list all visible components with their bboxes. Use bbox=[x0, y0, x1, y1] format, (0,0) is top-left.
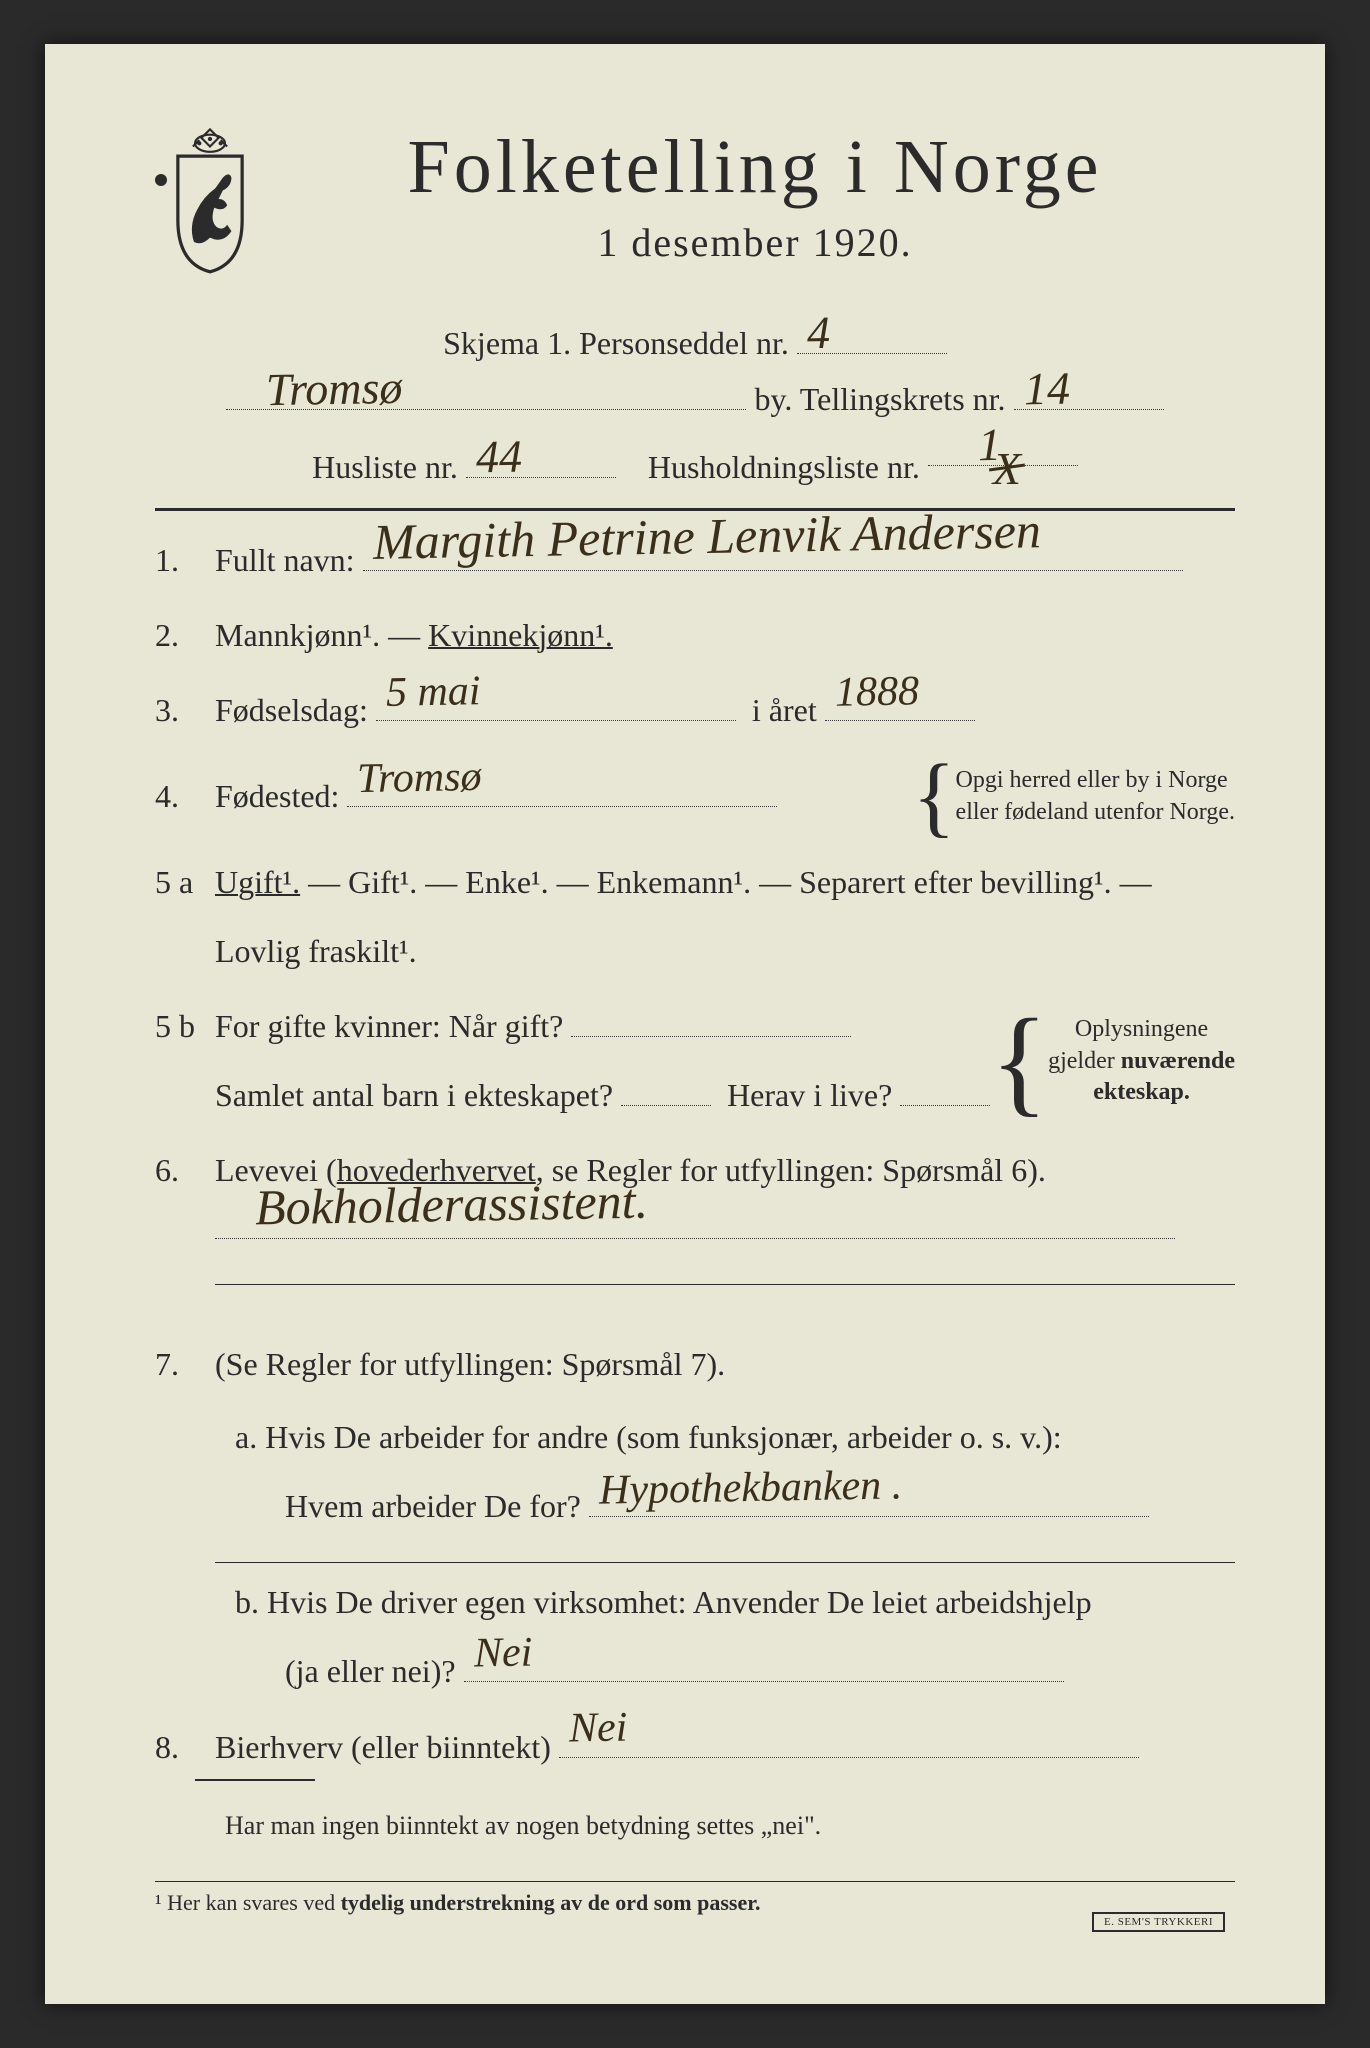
hired-help-value: Nei bbox=[473, 1620, 532, 1688]
year-label: i året bbox=[752, 692, 817, 728]
q8: 8. Bierhverv (eller biinntekt) Nei bbox=[155, 1722, 1235, 1773]
q-num: 3. bbox=[155, 685, 215, 736]
husholdning-label: Husholdningsliste nr. bbox=[648, 449, 920, 485]
husliste-label: Husliste nr. bbox=[312, 449, 458, 485]
birthday-value: 5 mai bbox=[385, 658, 481, 727]
q5b: 5 b For gifte kvinner: Når gift? Samlet … bbox=[155, 1001, 1235, 1121]
q5b-note2b: nuværende bbox=[1121, 1048, 1235, 1074]
brace-icon: { bbox=[912, 761, 955, 833]
barn-field bbox=[621, 1076, 711, 1106]
page-subtitle: 1 desember 1920. bbox=[275, 219, 1235, 266]
by-label: by. Tellingskrets nr. bbox=[754, 381, 1005, 417]
q7: 7. (Se Regler for utfyllingen: Spørsmål … bbox=[155, 1339, 1235, 1698]
ink-dot bbox=[155, 174, 167, 186]
occupation-value: Bokholderassistent. bbox=[254, 1160, 648, 1247]
q8-label: Bierhverv (eller biinntekt) bbox=[215, 1729, 551, 1765]
meta-block: Skjema 1. Personseddel nr. 4 Tromsø by. … bbox=[155, 324, 1235, 486]
year-field: 1888 bbox=[825, 691, 975, 721]
divider bbox=[195, 1779, 315, 1781]
q-num: 4. bbox=[155, 771, 215, 822]
divider bbox=[215, 1562, 1235, 1563]
birthplace-field: Tromsø bbox=[347, 777, 777, 807]
brace-icon: { bbox=[991, 1013, 1049, 1109]
q2: 2. Mannkjønn¹. — Kvinnekjønn¹. bbox=[155, 610, 1235, 661]
q4-note1: Opgi herred eller by i Norge bbox=[956, 765, 1235, 796]
husliste-value: 44 bbox=[475, 430, 522, 484]
bierhverv-value: Nei bbox=[568, 1695, 627, 1763]
title-block: Folketelling i Norge 1 desember 1920. bbox=[275, 114, 1235, 266]
q7b1: b. Hvis De driver egen virksomhet: Anven… bbox=[215, 1577, 1235, 1628]
q5a-rest: — Gift¹. — Enke¹. — Enkemann¹. — Separer… bbox=[308, 864, 1152, 900]
schema-label: Skjema 1. Personseddel nr. bbox=[443, 325, 789, 361]
q-num: 7. bbox=[155, 1339, 215, 1390]
q-num: 8. bbox=[155, 1722, 215, 1773]
tellingskrets-field: 14 bbox=[1014, 380, 1164, 410]
q5b-note1: Oplysningene bbox=[1048, 1014, 1235, 1045]
husliste-field: 44 bbox=[466, 448, 616, 478]
q4: 4. Fødested: Tromsø { Opgi herred eller … bbox=[155, 761, 1235, 833]
divider bbox=[215, 1284, 1235, 1285]
footnote-1: Har man ingen biinntekt av nogen betydni… bbox=[155, 1811, 1235, 1841]
q3-label: Fødselsdag: bbox=[215, 692, 368, 728]
q5b-l2b: Herav i live? bbox=[727, 1077, 892, 1113]
ilive-field bbox=[900, 1076, 990, 1106]
q5b-note2a: gjelder bbox=[1048, 1048, 1121, 1074]
city-value: Tromsø bbox=[266, 361, 403, 416]
husholdning-field: X 1 bbox=[928, 436, 1078, 466]
q2-kvinne: Kvinnekjønn¹. bbox=[428, 617, 613, 653]
q7a2: Hvem arbeider De for? bbox=[285, 1488, 581, 1524]
gift-field bbox=[571, 1007, 851, 1037]
q1-label: Fullt navn: bbox=[215, 542, 355, 578]
personseddel-value: 4 bbox=[806, 306, 830, 359]
ugift: Ugift¹. bbox=[215, 864, 300, 900]
bierhverv-field: Nei bbox=[559, 1728, 1139, 1758]
q-num: 5 b bbox=[155, 1001, 215, 1052]
coat-of-arms-icon bbox=[155, 124, 265, 274]
q-num: 5 a bbox=[155, 857, 215, 908]
husholdning-value: 1 bbox=[977, 418, 1001, 471]
city-field: Tromsø bbox=[226, 380, 746, 410]
q-num: 1. bbox=[155, 535, 215, 586]
hired-help-field: Nei bbox=[464, 1652, 1064, 1682]
name-value: Margith Petrine Lenvik Andersen bbox=[372, 490, 1041, 582]
q4-note2: eller fødeland utenfor Norge. bbox=[956, 797, 1235, 828]
q-num: 2. bbox=[155, 610, 215, 661]
year-value: 1888 bbox=[834, 658, 919, 727]
q6: 6. Levevei (hovederhvervet, se Regler fo… bbox=[155, 1145, 1235, 1298]
tellingskrets-value: 14 bbox=[1023, 362, 1070, 416]
q5b-l1a: For gifte kvinner: Når gift? bbox=[215, 1008, 563, 1044]
employer-field: Hypothekbanken . bbox=[589, 1487, 1149, 1517]
birthplace-value: Tromsø bbox=[357, 744, 483, 813]
q4-label: Fødested: bbox=[215, 778, 339, 814]
q5a: 5 a Ugift¹. — Gift¹. — Enke¹. — Enkemann… bbox=[155, 857, 1235, 977]
q-num: 6. bbox=[155, 1145, 215, 1196]
divider bbox=[155, 1881, 1235, 1882]
q5b-l2a: Samlet antal barn i ekteskapet? bbox=[215, 1077, 613, 1113]
q5a-line2: Lovlig fraskilt¹. bbox=[215, 926, 1235, 977]
q4-note: Opgi herred eller by i Norge eller fødel… bbox=[956, 765, 1235, 827]
printer-stamp: E. SEM'S TRYKKERI bbox=[1092, 1912, 1225, 1932]
employer-value: Hypothekbanken . bbox=[598, 1452, 902, 1524]
q7-label: (Se Regler for utfyllingen: Spørsmål 7). bbox=[215, 1339, 1235, 1390]
occupation-field: Bokholderassistent. bbox=[215, 1209, 1175, 1239]
census-form: Folketelling i Norge 1 desember 1920. Sk… bbox=[45, 44, 1325, 2004]
page-title: Folketelling i Norge bbox=[275, 124, 1235, 211]
q2-label: Mannkjønn¹. — bbox=[215, 617, 428, 653]
q1: 1. Fullt navn: Margith Petrine Lenvik An… bbox=[155, 535, 1235, 586]
header: Folketelling i Norge 1 desember 1920. bbox=[155, 114, 1235, 274]
name-field: Margith Petrine Lenvik Andersen bbox=[363, 541, 1183, 571]
q5b-note3: ekteskap. bbox=[1093, 1079, 1190, 1105]
birthday-field: 5 mai bbox=[376, 691, 736, 721]
footnote-2b: tydelig understrekning av de ord som pas… bbox=[341, 1890, 761, 1915]
footnote-2a: ¹ Her kan svares ved bbox=[155, 1890, 341, 1915]
q3: 3. Fødselsdag: 5 mai i året 1888 bbox=[155, 685, 1235, 736]
q7b2: (ja eller nei)? bbox=[285, 1653, 456, 1689]
personseddel-field: 4 bbox=[797, 324, 947, 354]
q5b-note: Oplysningene gjelder nuværende ekteskap. bbox=[1048, 1014, 1235, 1108]
